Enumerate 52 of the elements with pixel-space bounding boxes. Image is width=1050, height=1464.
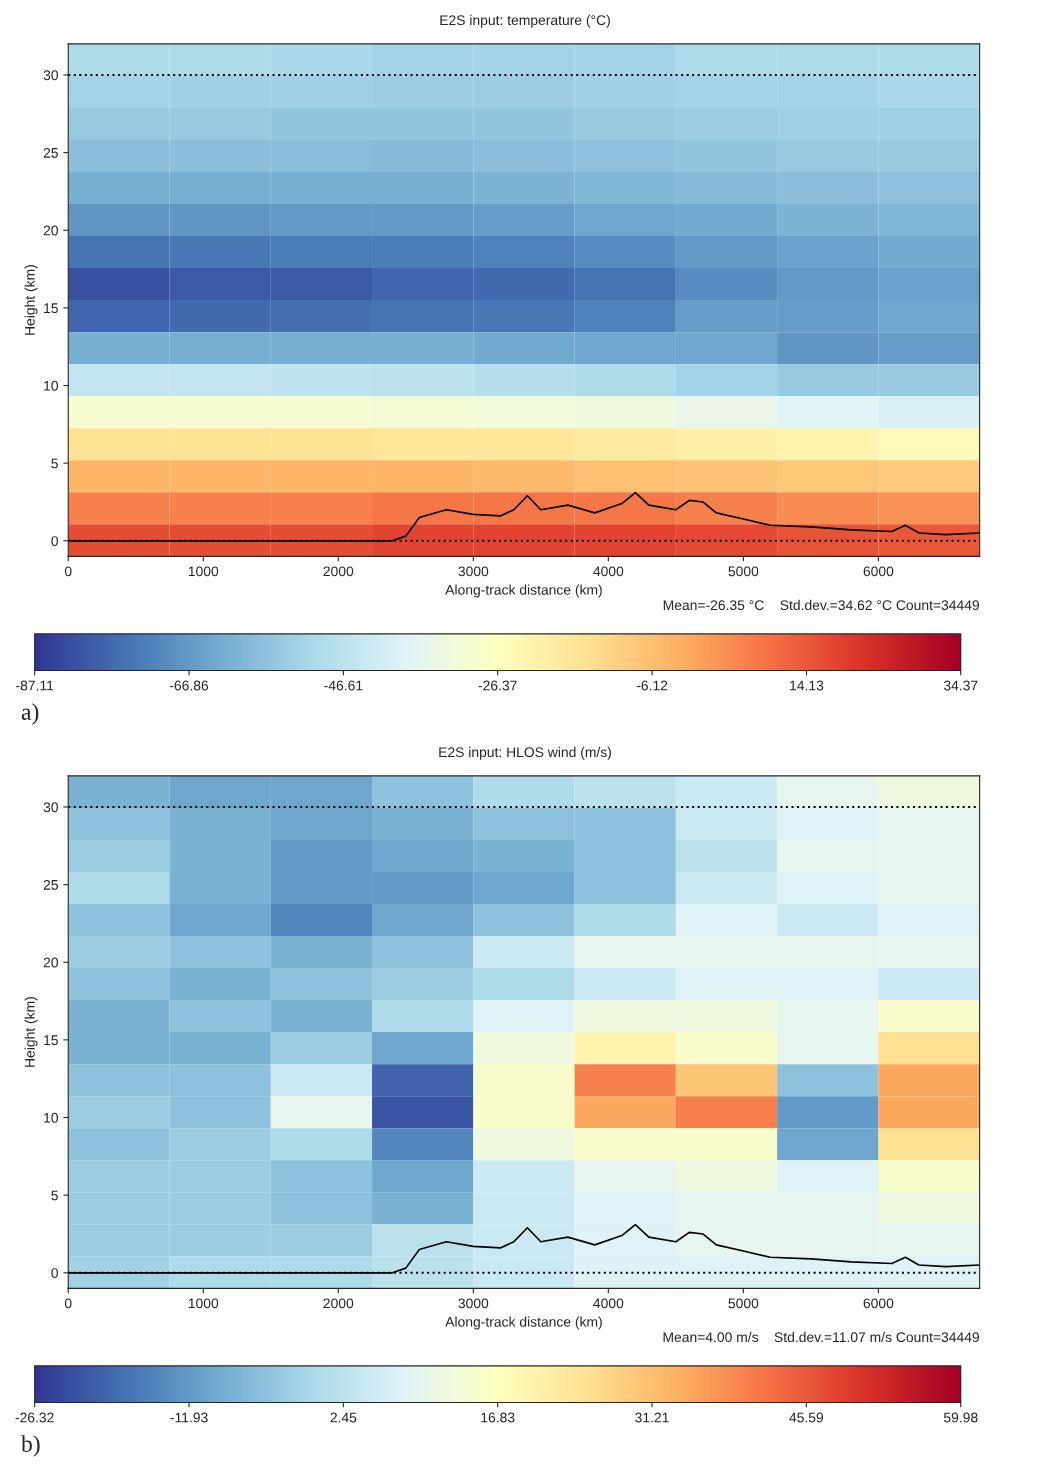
- text: Mean=-26.35 °C Std.dev.=34.62 °C Count=34449: [663, 599, 980, 611]
- color-bar-label: -26.32: [15, 1412, 54, 1423]
- y-tick-label: 15: [44, 1035, 58, 1046]
- x-tick-label: 3000: [458, 566, 489, 577]
- color-bar-label: 16.83: [481, 1412, 515, 1423]
- y-axis-title: Height (km): [24, 997, 38, 1067]
- x-tick-label: 4000: [593, 1298, 624, 1309]
- x-axis-title: Along-track distance (km): [445, 1316, 602, 1330]
- color-bar-label: 59.98: [943, 1412, 978, 1423]
- color-bar-label: 14.13: [790, 680, 824, 691]
- x-tick-label: 6000: [863, 566, 894, 577]
- color-bar-label: 31.21: [635, 1412, 669, 1423]
- color-bar-label: -6.12: [636, 680, 668, 691]
- x-tick-label: 2000: [323, 1298, 354, 1309]
- color-bar-label: -11.93: [170, 1412, 208, 1423]
- y-tick-label: 25: [43, 147, 58, 158]
- color-bar-label: -26.37: [478, 680, 517, 691]
- text: b): [21, 1435, 40, 1457]
- x-tick-label: 0: [64, 566, 72, 577]
- y-axis-title: Height (km): [24, 265, 38, 335]
- y-tick-label: 20: [43, 957, 58, 968]
- text: Mean=4.00 m/s Std.dev.=11.07 m/s Count=34449: [663, 1331, 980, 1343]
- color-bar-label: 45.59: [789, 1412, 824, 1423]
- x-tick-label: 6000: [863, 1298, 894, 1309]
- x-tick-label: 1000: [188, 566, 219, 577]
- x-tick-label: 5000: [728, 566, 759, 577]
- x-tick-label: 0: [64, 1298, 72, 1309]
- x-tick-label: 3000: [458, 1298, 489, 1309]
- chart-title: E2S input: temperature (°C): [440, 14, 610, 28]
- color-bar-label: -46.61: [324, 680, 363, 691]
- x-axis-title: Along-track distance (km): [445, 584, 602, 598]
- color-bar-label: -87.11: [16, 680, 54, 691]
- chart-title: E2S input: HLOS wind (m/s): [439, 746, 611, 760]
- color-bar-label: 2.45: [330, 1412, 357, 1423]
- y-tick-label: 30: [43, 802, 58, 813]
- x-tick-label: 5000: [728, 1298, 759, 1309]
- y-tick-label: 15: [44, 303, 58, 314]
- y-tick-label: 25: [43, 879, 58, 890]
- y-tick-label: 0: [51, 1268, 58, 1278]
- x-tick-label: 1000: [188, 1298, 219, 1309]
- y-tick-label: 10: [44, 1112, 58, 1123]
- x-tick-label: 2000: [323, 566, 354, 577]
- y-tick-label: 30: [43, 70, 58, 81]
- x-tick-label: 4000: [593, 566, 624, 577]
- y-tick-label: 10: [44, 380, 58, 391]
- y-tick-label: 20: [43, 225, 58, 236]
- color-bar-label: 34.37: [943, 680, 978, 691]
- y-tick-label: 5: [51, 1190, 58, 1201]
- y-tick-label: 5: [51, 458, 58, 469]
- text: a): [21, 703, 39, 725]
- color-bar-label: -66.86: [169, 680, 209, 691]
- y-tick-label: 0: [51, 536, 58, 546]
